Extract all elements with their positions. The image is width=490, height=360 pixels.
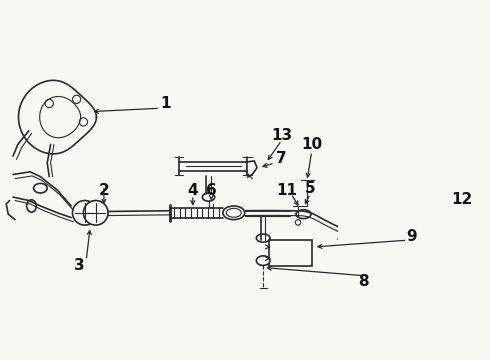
Text: 3: 3 (74, 258, 85, 273)
Ellipse shape (403, 240, 418, 250)
Text: 13: 13 (271, 128, 292, 143)
Text: 10: 10 (301, 137, 322, 152)
Ellipse shape (256, 234, 270, 242)
Ellipse shape (26, 200, 36, 212)
Text: 8: 8 (358, 274, 369, 289)
Text: 11: 11 (276, 183, 297, 198)
Circle shape (83, 201, 108, 225)
Text: 4: 4 (188, 183, 198, 198)
Text: 7: 7 (276, 150, 287, 166)
Circle shape (295, 220, 301, 225)
Ellipse shape (223, 206, 245, 220)
Ellipse shape (33, 183, 47, 193)
Circle shape (408, 249, 414, 255)
Text: 12: 12 (451, 192, 473, 207)
Text: 6: 6 (206, 183, 217, 198)
Circle shape (73, 201, 97, 225)
Ellipse shape (202, 193, 215, 201)
Ellipse shape (296, 210, 311, 219)
Ellipse shape (256, 256, 270, 265)
Ellipse shape (226, 208, 241, 217)
Bar (270, 240, 312, 266)
Text: 1: 1 (160, 96, 171, 111)
Text: 9: 9 (406, 229, 417, 244)
Text: 5: 5 (305, 181, 316, 196)
Text: 2: 2 (98, 183, 109, 198)
Bar (387, 222, 461, 262)
